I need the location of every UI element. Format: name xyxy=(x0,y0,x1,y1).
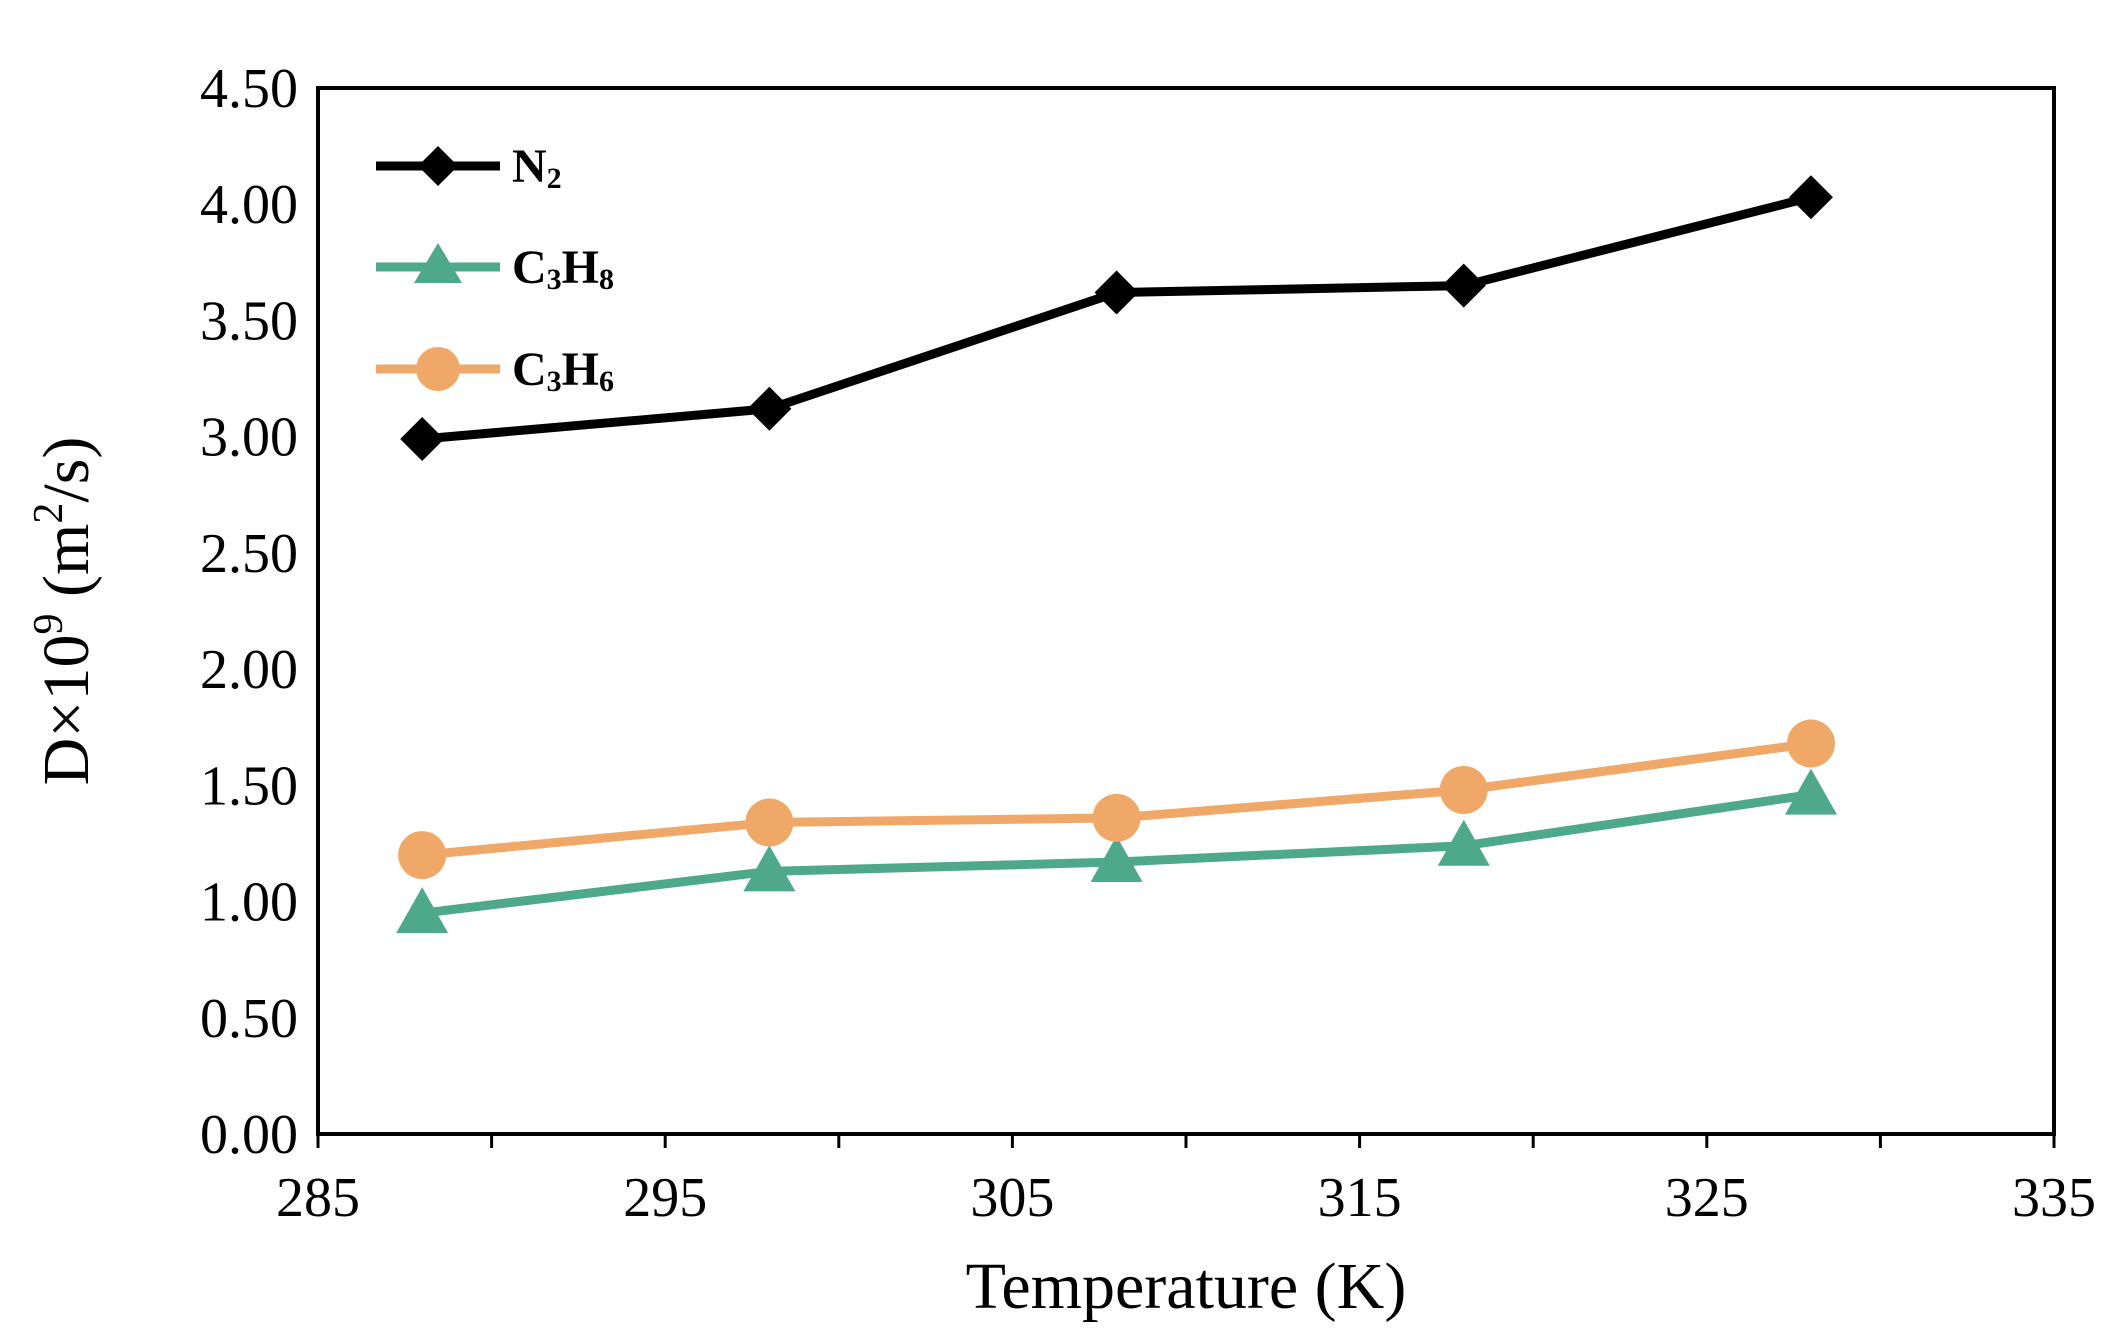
data-point-c3h6 xyxy=(398,831,447,880)
x-tick-label: 315 xyxy=(1318,1167,1402,1229)
y-axis-ticks: 0.00 0.50 1.00 1.50 2.00 2.50 3.00 3.50 4.00 4.50 xyxy=(200,58,298,1166)
legend: N2 C3H8 C3H6 xyxy=(376,140,614,398)
y-tick-label: 4.00 xyxy=(200,174,298,236)
series-c3h8 xyxy=(396,768,1837,934)
data-point-c3h8 xyxy=(743,845,796,892)
legend-label-n2: N2 xyxy=(512,140,562,195)
y-tick-label: 2.50 xyxy=(200,523,298,585)
y-axis-title-main: D×10 xyxy=(30,634,103,785)
legend-item-c3h8: C3H8 xyxy=(376,241,614,296)
x-tick-label: 335 xyxy=(2012,1167,2096,1229)
y-axis-title-units-exponent: 2 xyxy=(26,503,72,524)
data-point-c3h8 xyxy=(1437,819,1490,866)
data-point-c3h6 xyxy=(745,798,794,847)
data-point-c3h8 xyxy=(396,887,449,934)
x-tick-label: 305 xyxy=(970,1167,1054,1229)
y-tick-label: 2.00 xyxy=(200,639,298,701)
data-point-n2 xyxy=(1441,263,1486,308)
y-tick-label: 3.50 xyxy=(200,290,298,352)
data-point-n2 xyxy=(747,386,792,431)
y-axis-title-units-open: (m xyxy=(30,524,103,614)
legend-label-c3h8: C3H8 xyxy=(512,241,614,296)
legend-marker-n2 xyxy=(418,146,458,186)
series-n2 xyxy=(400,175,1833,461)
x-tick-label: 325 xyxy=(1665,1167,1749,1229)
x-tick-label: 295 xyxy=(623,1167,707,1229)
series-layer xyxy=(396,175,1837,934)
y-tick-label: 1.00 xyxy=(200,872,298,934)
y-tick-label: 0.00 xyxy=(200,1104,298,1166)
legend-marker-c3h8 xyxy=(414,243,462,283)
data-point-c3h6 xyxy=(1786,719,1835,768)
data-point-n2 xyxy=(1788,175,1833,220)
data-point-n2 xyxy=(1094,270,1139,315)
data-point-c3h6 xyxy=(1439,765,1488,814)
y-tick-label: 4.50 xyxy=(200,58,298,120)
legend-item-n2: N2 xyxy=(376,140,562,195)
data-point-c3h6 xyxy=(1092,793,1141,842)
y-tick-label: 3.00 xyxy=(200,407,298,469)
y-tick-label: 0.50 xyxy=(200,988,298,1050)
legend-item-c3h6: C3H6 xyxy=(376,343,614,398)
data-point-n2 xyxy=(400,416,445,461)
y-axis-title-units-close: /s) xyxy=(30,437,103,503)
legend-label-c3h6: C3H6 xyxy=(512,343,614,398)
y-tick-label: 1.50 xyxy=(200,755,298,817)
x-axis-title: Temperature (K) xyxy=(966,1250,1407,1323)
series-c3h6 xyxy=(398,719,1835,880)
legend-marker-c3h6 xyxy=(416,347,460,391)
y-axis-title-exponent: 9 xyxy=(26,613,72,634)
y-axis-title: D×109 (m2/s) xyxy=(26,437,103,786)
data-point-c3h8 xyxy=(1090,836,1143,883)
x-tick-label: 285 xyxy=(276,1167,360,1229)
x-axis-ticks: 285 295 305 315 325 335 xyxy=(276,1134,2096,1229)
data-point-c3h8 xyxy=(1784,768,1837,815)
